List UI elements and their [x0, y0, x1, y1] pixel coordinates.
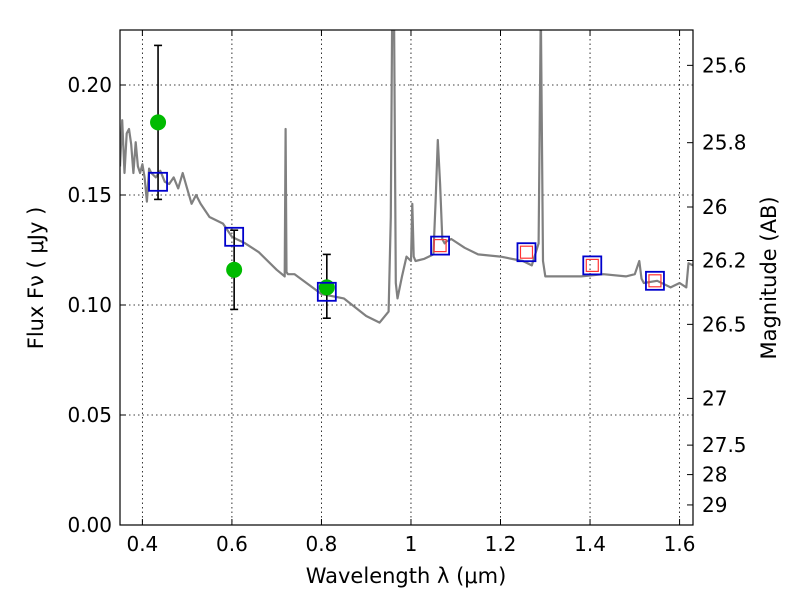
- right-tick-label: 26.2: [702, 249, 747, 273]
- observed-flux-point: [150, 114, 167, 131]
- grid-lines: [120, 30, 693, 526]
- model-flux-small-square: [648, 274, 662, 288]
- plot-frame: [119, 29, 694, 526]
- model-flux-square: [316, 281, 337, 302]
- x-tick-label: 0.6: [216, 532, 248, 556]
- model-flux-square: [430, 235, 450, 256]
- observed-flux-point: [226, 261, 243, 278]
- observed-flux-point: [318, 279, 335, 296]
- model-flux-small-square: [585, 258, 599, 272]
- y-tick-label: 0.05: [67, 403, 112, 427]
- y-tick-label: 0.00: [67, 513, 112, 537]
- x-tick-label: 1.4: [574, 532, 606, 556]
- right-tick-label: 27: [702, 386, 727, 410]
- right-tick-label: 25.8: [702, 131, 747, 155]
- axis-ticks: 0.4 0.6 0.8 1 1.2 1.4 1.6 0.00 0.05 0.10 0.15 0.20 2…: [67, 30, 747, 556]
- x-tick-label: 0.4: [126, 532, 158, 556]
- model-flux-square: [224, 226, 245, 247]
- model-flux-square: [645, 270, 665, 291]
- right-tick-label: 26: [702, 195, 727, 219]
- model-flux-small-square: [433, 239, 447, 253]
- model-flux-square: [516, 242, 537, 263]
- y-tick-label: 0.15: [67, 183, 112, 207]
- right-tick-label: 25.6: [702, 53, 747, 77]
- y-tick-label: 0.20: [67, 73, 112, 97]
- right-tick-label: 26.5: [702, 312, 747, 336]
- right-tick-label: 29: [702, 493, 727, 517]
- plot-area: [120, 30, 693, 324]
- y-axis-label: Flux Fν ( μJy ): [24, 207, 48, 350]
- right-tick-label: 27.5: [702, 433, 747, 457]
- right-tick-label: 28: [702, 463, 727, 487]
- x-axis-label: Wavelength λ (μm): [306, 564, 507, 588]
- x-tick-label: 1: [405, 532, 418, 556]
- right-axis-label: Magnitude (AB): [757, 196, 781, 359]
- y-tick-label: 0.10: [67, 293, 112, 317]
- x-tick-label: 0.8: [306, 532, 338, 556]
- model-flux-small-square: [519, 245, 534, 259]
- x-tick-label: 1.2: [485, 532, 517, 556]
- model-flux-square: [582, 255, 603, 276]
- x-tick-label: 1.6: [664, 532, 696, 556]
- model-flux-square: [148, 171, 168, 192]
